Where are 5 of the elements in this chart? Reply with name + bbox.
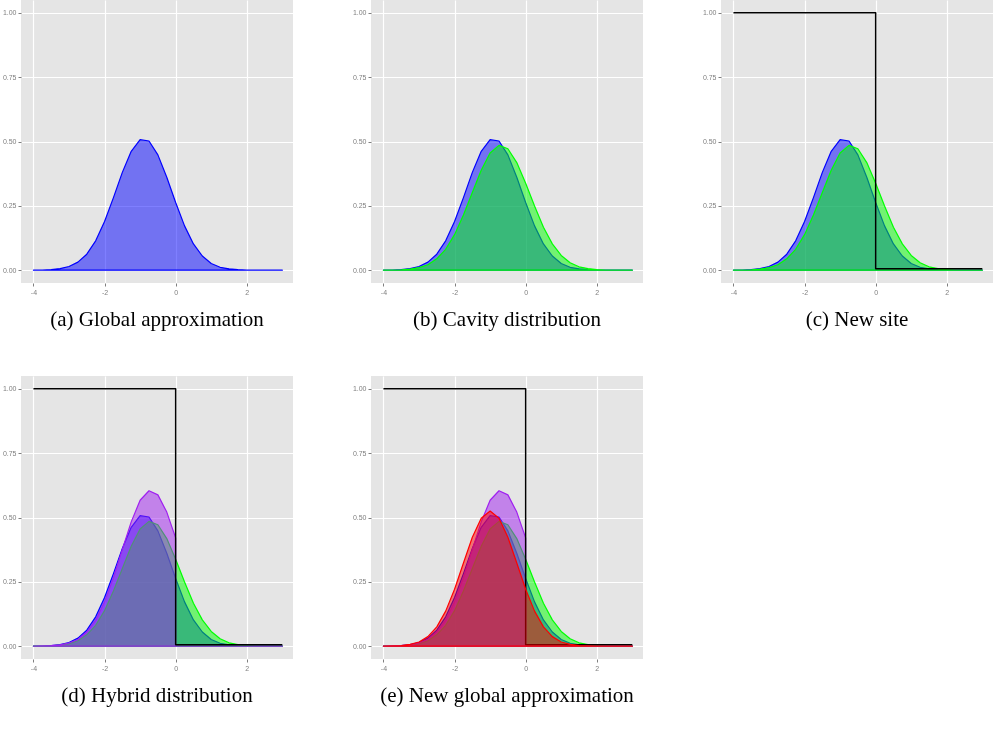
text: (d) Hybrid distribution	[61, 683, 254, 707]
text: (a) Global approximation	[50, 307, 265, 331]
text: (b) Cavity distribution	[413, 307, 602, 331]
text: (c) New site	[805, 307, 909, 331]
text: (e) New global approximation	[380, 683, 635, 707]
